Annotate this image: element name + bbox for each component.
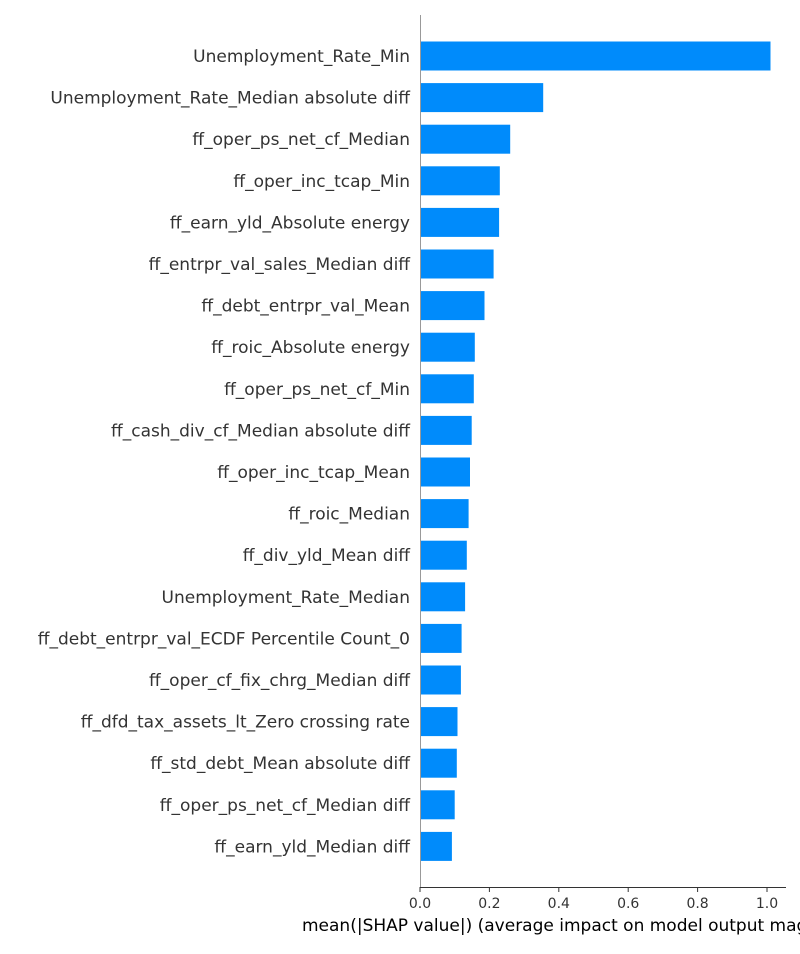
category-label: ff_oper_ps_net_cf_Median diff (160, 796, 411, 816)
bar (420, 499, 469, 529)
bar (420, 623, 462, 653)
category-label: ff_div_yld_Mean diff (243, 546, 412, 566)
category-label: ff_entrpr_val_sales_Median diff (149, 255, 412, 275)
bar (420, 831, 452, 861)
category-label: ff_dfd_tax_assets_lt_Zero crossing rate (81, 713, 410, 733)
bar (420, 291, 485, 321)
bar (420, 665, 461, 695)
category-label: ff_debt_entrpr_val_ECDF Percentile Count… (38, 629, 410, 649)
category-label: Unemployment_Rate_Min (193, 47, 410, 67)
bar (420, 83, 544, 113)
bar (420, 41, 771, 71)
bar (420, 207, 500, 237)
x-tick-label: 0.2 (478, 896, 500, 912)
bar (420, 332, 475, 362)
category-label: ff_oper_cf_fix_chrg_Median diff (149, 671, 411, 691)
category-label: ff_oper_inc_tcap_Min (233, 172, 410, 192)
x-axis-ticks: 0.0 0.2 0.4 0.6 0.8 1.0 (409, 887, 778, 912)
bar (420, 582, 466, 612)
category-label: Unemployment_Rate_Median absolute diff (50, 89, 411, 109)
bar (420, 124, 511, 154)
bar (420, 540, 467, 570)
bar (420, 415, 472, 445)
x-tick-label: 0.0 (409, 896, 431, 912)
x-tick-label: 0.6 (617, 896, 639, 912)
category-labels: Unemployment_Rate_Min Unemployment_Rate_M… (38, 47, 412, 857)
x-tick-label: 1.0 (756, 896, 778, 912)
category-label: ff_oper_ps_net_cf_Median (192, 130, 410, 150)
bar (420, 166, 500, 196)
bar (420, 374, 474, 404)
bars-group (420, 41, 771, 861)
bar (420, 707, 458, 737)
category-label: ff_debt_entrpr_val_Mean (201, 297, 410, 317)
category-label: ff_earn_yld_Absolute energy (170, 213, 410, 233)
category-label: ff_roic_Median (288, 505, 410, 525)
x-tick-label: 0.8 (686, 896, 708, 912)
category-label: ff_std_debt_Mean absolute diff (150, 754, 411, 774)
bar (420, 457, 470, 487)
category-label: ff_roic_Absolute energy (211, 338, 410, 358)
category-label: Unemployment_Rate_Median (162, 588, 410, 608)
bar (420, 748, 457, 778)
bar (420, 790, 455, 820)
bar (420, 249, 494, 279)
category-label: ff_earn_yld_Median diff (214, 837, 411, 857)
x-axis-title: mean(|SHAP value|) (average impact on mo… (302, 916, 800, 936)
x-tick-label: 0.4 (548, 896, 570, 912)
category-label: ff_oper_inc_tcap_Mean (217, 463, 410, 483)
category-label: ff_oper_ps_net_cf_Min (224, 380, 410, 400)
category-label: ff_cash_div_cf_Median absolute diff (111, 421, 411, 441)
